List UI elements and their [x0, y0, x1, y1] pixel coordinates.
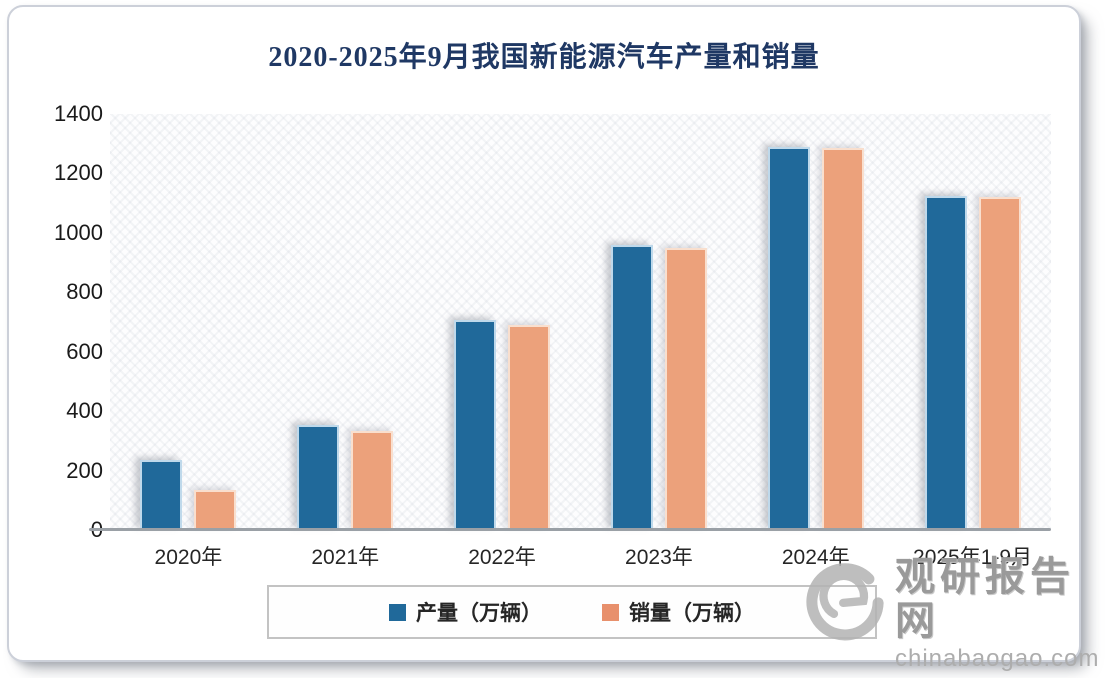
production-bar-2020年 [140, 460, 183, 530]
bar-group-2021年 [267, 114, 424, 530]
x-category-label-2025年1-9月: 2025年1-9月 [913, 546, 1033, 569]
production-legend-label: 产量（万辆） [416, 602, 542, 625]
y-axis: 0200400600800100012001400 [27, 103, 103, 541]
swirl-logo-icon [806, 563, 884, 641]
y-tick-label-1400: 1400 [54, 101, 103, 126]
y-tick-label-400: 400 [66, 398, 103, 424]
plot-area [110, 114, 1051, 530]
production-legend-swatch [389, 603, 406, 621]
y-tick-label-600: 600 [66, 338, 103, 364]
production-bar-2021年 [297, 424, 340, 530]
sales-legend-label: 销量（万辆） [629, 602, 755, 625]
y-tick-label-800: 800 [66, 279, 103, 305]
legend: 产量（万辆） 销量（万辆） [267, 585, 877, 639]
legend-item-production: 产量（万辆） [389, 597, 542, 627]
bar-group-2025年1-9月 [894, 114, 1051, 530]
sales-bar-2025年1-9月 [978, 196, 1021, 530]
bar-group-2020年 [110, 114, 267, 530]
x-category-label-2020年: 2020年 [154, 546, 223, 569]
bar-group-2022年 [424, 114, 581, 530]
sales-bar-2020年 [194, 489, 237, 530]
watermark-site-url: chinabaogao.com [895, 645, 1100, 672]
x-axis-line [89, 528, 1051, 531]
x-category-label-2021年: 2021年 [311, 546, 380, 569]
y-tick-label-1200: 1200 [54, 160, 103, 186]
sales-bar-2022年 [508, 325, 551, 530]
sales-legend-swatch [602, 603, 619, 621]
x-axis-labels: 2020年 2021年 2022年 2023年 2024年 2025年1-9月 [110, 541, 1051, 571]
bar-group-2024年 [737, 114, 894, 530]
y-tick-label-1000: 1000 [54, 219, 103, 245]
bar-group-2023年 [580, 114, 737, 530]
watermark: 观研报告网 chinabaogao.com [799, 555, 1099, 673]
legend-item-sales: 销量（万辆） [602, 597, 755, 627]
production-bar-2024年 [767, 146, 810, 530]
y-tick-label-200: 200 [66, 457, 103, 483]
sales-bar-2021年 [351, 431, 394, 530]
sales-bar-2024年 [821, 148, 864, 530]
chart-title: 2020-2025年9月我国新能源汽车产量和销量 [268, 42, 820, 73]
watermark-site-name: 观研报告网 [895, 555, 1075, 643]
production-bar-2023年 [610, 245, 653, 530]
x-category-label-2022年: 2022年 [468, 546, 536, 569]
x-category-label-2024年: 2024年 [781, 546, 850, 569]
chart-card: 2020-2025年9月我国新能源汽车产量和销量 020040060080010… [7, 5, 1098, 672]
production-bar-2025年1-9月 [924, 196, 967, 530]
x-category-label-2023年: 2023年 [625, 546, 693, 569]
sales-bar-2023年 [664, 248, 707, 530]
watermark-text: 观研报告网 chinabaogao.com [895, 555, 1099, 673]
production-bar-2022年 [454, 320, 497, 530]
